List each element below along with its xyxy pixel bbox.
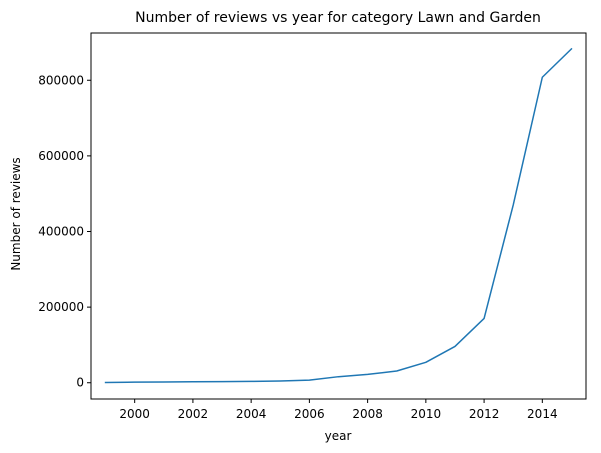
- x-tick-label: 2006: [294, 407, 325, 421]
- plot-area: [104, 47, 573, 384]
- x-tick-label: 2014: [527, 407, 558, 421]
- x-tick-label: 2000: [119, 407, 150, 421]
- x-tick-label: 2008: [352, 407, 383, 421]
- y-axis-label: Number of reviews: [9, 157, 23, 270]
- plot-frame: [90, 32, 587, 400]
- x-tick-label: 2002: [178, 407, 209, 421]
- y-tick-label: 800000: [38, 73, 84, 87]
- series-line: [104, 47, 573, 384]
- y-tick-label: 200000: [38, 300, 84, 314]
- chart-title: Number of reviews vs year for category L…: [135, 10, 541, 26]
- x-axis: 2000 2002 2004 2006 2008 2010 2012 2014: [119, 399, 558, 421]
- y-tick-label: 600000: [38, 149, 84, 163]
- y-tick-label: 400000: [38, 225, 84, 239]
- x-tick-label: 2004: [236, 407, 267, 421]
- y-axis: 0 200000 400000 600000 800000: [38, 73, 91, 390]
- x-axis-label: year: [325, 429, 352, 443]
- x-tick-label: 2012: [469, 407, 500, 421]
- x-tick-label: 2010: [411, 407, 442, 421]
- y-tick-label: 0: [76, 376, 84, 390]
